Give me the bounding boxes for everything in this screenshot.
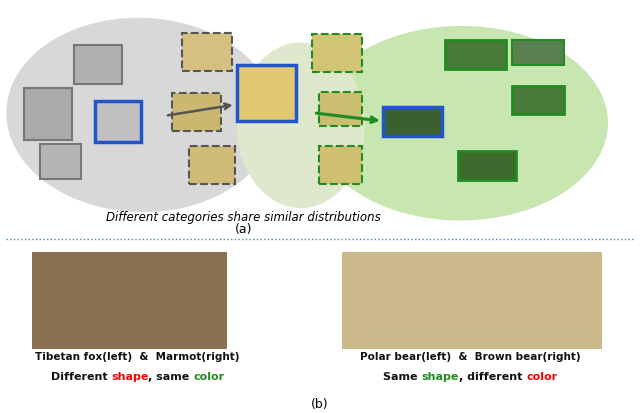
Bar	[512, 87, 564, 115]
Text: Different: Different	[51, 371, 111, 381]
Bar	[342, 252, 602, 349]
Text: Same: Same	[383, 371, 422, 381]
Ellipse shape	[6, 19, 275, 213]
Bar	[512, 40, 564, 66]
Bar	[312, 35, 362, 73]
Bar	[74, 45, 122, 85]
Text: color: color	[526, 371, 557, 381]
Bar	[172, 94, 221, 132]
Bar	[40, 145, 81, 180]
Text: , different: , different	[459, 371, 526, 381]
Bar	[32, 252, 227, 349]
Text: shape: shape	[111, 371, 148, 381]
Text: (b): (b)	[311, 397, 329, 411]
Ellipse shape	[237, 43, 365, 209]
Text: color: color	[193, 371, 225, 381]
Text: Tibetan fox(left)  &  Marmot(right): Tibetan fox(left) & Marmot(right)	[35, 351, 240, 361]
Bar	[95, 102, 141, 142]
Bar	[24, 89, 72, 140]
Bar	[319, 93, 362, 127]
Bar	[458, 151, 516, 181]
Bar	[237, 66, 296, 122]
Text: shape: shape	[422, 371, 459, 381]
Bar	[189, 147, 235, 185]
Bar	[445, 40, 506, 70]
Text: Polar bear(left)  &  Brown bear(right): Polar bear(left) & Brown bear(right)	[360, 351, 580, 361]
Text: Different categories share similar distributions: Different categories share similar distr…	[106, 210, 381, 223]
Text: (a): (a)	[234, 223, 252, 236]
Bar	[182, 34, 232, 72]
Ellipse shape	[314, 27, 608, 221]
Text: , same: , same	[148, 371, 193, 381]
Bar	[319, 147, 362, 185]
Bar	[383, 107, 442, 137]
